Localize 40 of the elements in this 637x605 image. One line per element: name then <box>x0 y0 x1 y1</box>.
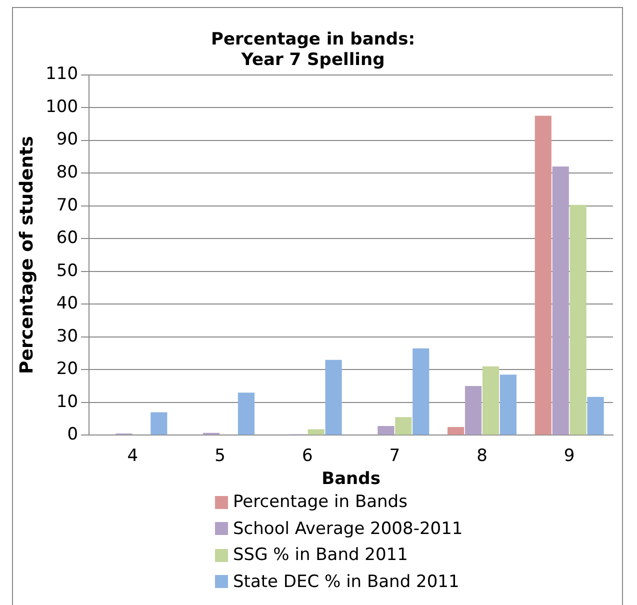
bar <box>570 204 586 435</box>
legend-label: School Average 2008-2011 <box>233 518 463 539</box>
x-tick-label: 9 <box>564 446 575 466</box>
bar <box>308 429 324 435</box>
bar <box>448 427 464 435</box>
y-tick-label: 110 <box>46 64 78 84</box>
legend-label: State DEC % in Band 2011 <box>233 572 460 592</box>
bar <box>552 166 569 435</box>
bar <box>412 348 430 435</box>
y-tick-label: 70 <box>56 195 78 216</box>
y-tick-label: 90 <box>56 130 78 150</box>
bar <box>482 366 500 435</box>
bar <box>378 426 394 435</box>
bar <box>238 392 255 435</box>
y-tick-label: 10 <box>56 392 78 412</box>
bar <box>325 360 342 435</box>
y-tick-label: 20 <box>56 359 78 380</box>
bar <box>500 374 517 435</box>
chart-title: Percentage in bands: Year 7 Spelling <box>211 30 415 70</box>
x-axis-title: Bands <box>322 469 380 490</box>
y-tick-label: 100 <box>46 96 78 117</box>
bar <box>395 417 412 435</box>
bar <box>587 396 604 435</box>
x-tick-label: 8 <box>476 446 488 466</box>
x-tick-label: 5 <box>214 446 226 466</box>
x-tick-label: 7 <box>389 446 400 466</box>
y-tick-label: 30 <box>56 326 78 346</box>
bar <box>534 116 552 435</box>
x-tick-label: 6 <box>302 446 313 466</box>
legend-label: Percentage in Bands <box>233 492 408 512</box>
y-tick-label: 0 <box>67 424 78 445</box>
y-tick-label: 60 <box>56 228 78 248</box>
y-axis-title: Percentage of students <box>16 136 38 374</box>
x-tick-label: 4 <box>127 446 138 466</box>
bar <box>464 386 482 435</box>
y-tick-label: 80 <box>56 162 78 183</box>
bar <box>150 412 168 435</box>
y-tick-label: 50 <box>56 260 78 281</box>
y-tick-label: 40 <box>56 294 78 314</box>
legend-label: SSG % in Band 2011 <box>233 545 408 566</box>
